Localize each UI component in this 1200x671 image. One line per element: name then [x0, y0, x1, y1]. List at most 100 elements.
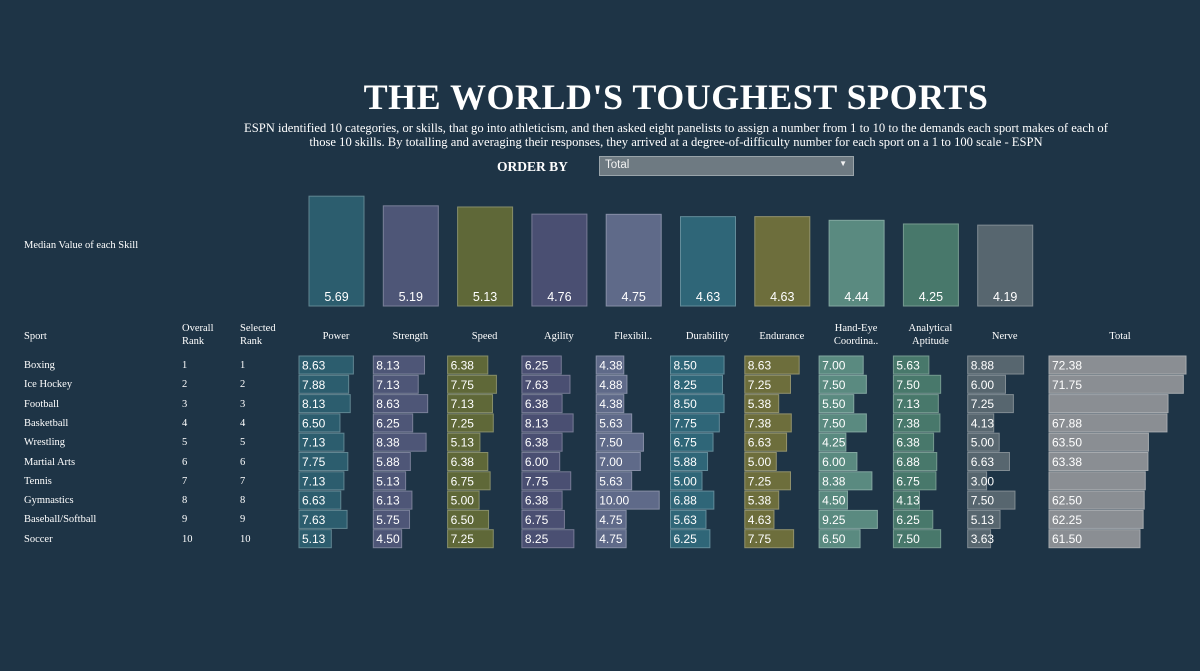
median-bar	[828, 219, 885, 307]
overall-rank: 1	[182, 360, 188, 371]
skill-score-bar	[967, 432, 1000, 452]
selected-rank: 4	[240, 417, 246, 429]
skill-score-label: 7.50	[822, 378, 846, 392]
skill-score-label: 5.13	[376, 474, 400, 488]
skill-score-bar	[670, 394, 725, 414]
skill-score-label: 4.38	[599, 359, 623, 373]
skill-score-bar	[892, 374, 942, 394]
skill-column-header[interactable]: Durability	[685, 331, 730, 342]
total-score-bar	[1048, 413, 1168, 433]
skill-column-header[interactable]: Nerve	[991, 331, 1018, 342]
skill-score-bar	[670, 509, 707, 529]
skill-score-label: 4.75	[599, 532, 623, 546]
skill-score-label: 4.75	[599, 513, 623, 527]
median-bar-chart: 5.69 5.19 5.13 4.76 4.75 4.63 4.63 4.44 4.25 4.19	[308, 195, 1034, 307]
skill-score-bar	[892, 471, 937, 491]
skill-column-header[interactable]: Hand-Eye Coordina..	[833, 323, 879, 347]
skill-score-bar	[447, 509, 490, 529]
skill-score-label: 7.25	[971, 397, 995, 411]
median-bar	[605, 213, 662, 307]
skill-score-bar	[892, 452, 938, 471]
skill-score-label: 6.38	[451, 455, 475, 469]
skill-score-label: 7.13	[376, 378, 400, 392]
selected-rank: 1	[240, 360, 246, 371]
skill-column-header[interactable]: Endurance	[759, 331, 805, 342]
skill-score-label: 8.88	[971, 359, 995, 373]
skill-score-bar	[744, 355, 800, 375]
selected-rank: 2	[240, 379, 246, 391]
skill-score-label: 4.63	[748, 513, 772, 527]
total-score-label: 63.50	[1052, 436, 1082, 450]
skill-score-bar	[595, 432, 644, 452]
skill-score-label: 7.25	[451, 416, 475, 430]
skill-score-label: 7.25	[748, 378, 772, 392]
skill-score-label: 7.00	[599, 455, 623, 469]
skill-score-bar	[818, 490, 848, 510]
skill-score-bar	[670, 529, 711, 549]
median-bar-label: 4.63	[696, 290, 720, 304]
skill-score-label: 4.38	[599, 397, 623, 411]
skill-score-bar	[447, 374, 497, 394]
skill-score-label: 5.63	[599, 474, 623, 488]
median-bar-label: 5.19	[399, 290, 423, 304]
skill-score-bar	[967, 529, 992, 549]
median-bar-label: 4.76	[547, 290, 571, 304]
skill-score-bar	[595, 413, 633, 433]
skill-score-label: 6.75	[525, 513, 549, 527]
skill-score-bar	[892, 509, 934, 529]
skill-column-header[interactable]: Power	[322, 331, 350, 342]
skill-score-label: 8.25	[525, 532, 549, 546]
skill-score-bar	[298, 355, 354, 375]
skill-score-bar	[595, 471, 633, 491]
skill-column-header[interactable]: Flexibil..	[614, 331, 653, 342]
chevron-down-icon: ▼	[839, 159, 847, 168]
sport-name: Martial Arts	[24, 456, 76, 468]
sport-name: Tennis	[24, 475, 52, 487]
skill-score-bar	[372, 413, 414, 433]
skill-score-bar	[818, 452, 858, 471]
skill-score-label: 6.63	[748, 436, 772, 450]
skill-column-header[interactable]: Agility	[544, 331, 574, 342]
total-score-bar	[1048, 529, 1141, 549]
skill-column-header[interactable]: Strength	[392, 331, 429, 342]
median-bar	[754, 216, 811, 307]
skill-score-bar	[744, 490, 780, 510]
skill-score-bar	[595, 374, 628, 394]
skill-score-label: 6.00	[525, 455, 549, 469]
total-score-label: 67.88	[1052, 416, 1082, 430]
skill-score-bar	[595, 490, 660, 510]
skill-score-label: 7.50	[896, 532, 920, 546]
skill-score-bar	[298, 374, 350, 394]
order-by-dropdown[interactable]: Total ▼	[599, 156, 854, 176]
skill-score-label: 5.00	[674, 474, 698, 488]
skill-score-label: 6.63	[302, 494, 326, 508]
skill-score-bar	[447, 394, 494, 414]
skill-score-label: 8.50	[674, 397, 698, 411]
skill-score-bar	[521, 355, 562, 375]
skill-score-bar	[670, 490, 715, 510]
skill-score-bar	[744, 374, 791, 394]
skill-score-label: 6.25	[376, 416, 400, 430]
skill-score-label: 5.75	[376, 513, 400, 527]
skill-score-label: 7.63	[525, 378, 549, 392]
skill-column-header[interactable]: Analytical Aptitude	[908, 323, 953, 347]
skill-score-label: 4.50	[822, 494, 846, 508]
skill-column-header[interactable]: Speed	[471, 331, 498, 342]
skill-score-bar	[447, 529, 494, 549]
skill-score-bar	[447, 471, 491, 491]
skill-score-bar	[595, 529, 627, 549]
skill-score-label: 6.13	[376, 494, 400, 508]
sport-name: Ice Hockey	[24, 379, 73, 391]
median-bar-label: 4.63	[770, 290, 794, 304]
total-score-bar	[1048, 509, 1144, 529]
skill-score-bar	[967, 394, 1014, 414]
skill-score-bar	[967, 509, 1001, 529]
median-bar	[531, 213, 588, 307]
skill-score-label: 5.00	[451, 494, 475, 508]
selected-rank: 10	[240, 533, 251, 545]
skill-score-bar	[892, 432, 935, 452]
skill-score-bar	[447, 432, 481, 452]
skill-score-label: 6.75	[896, 474, 920, 488]
skill-score-label: 8.13	[376, 359, 400, 373]
skill-score-label: 6.38	[451, 359, 475, 373]
